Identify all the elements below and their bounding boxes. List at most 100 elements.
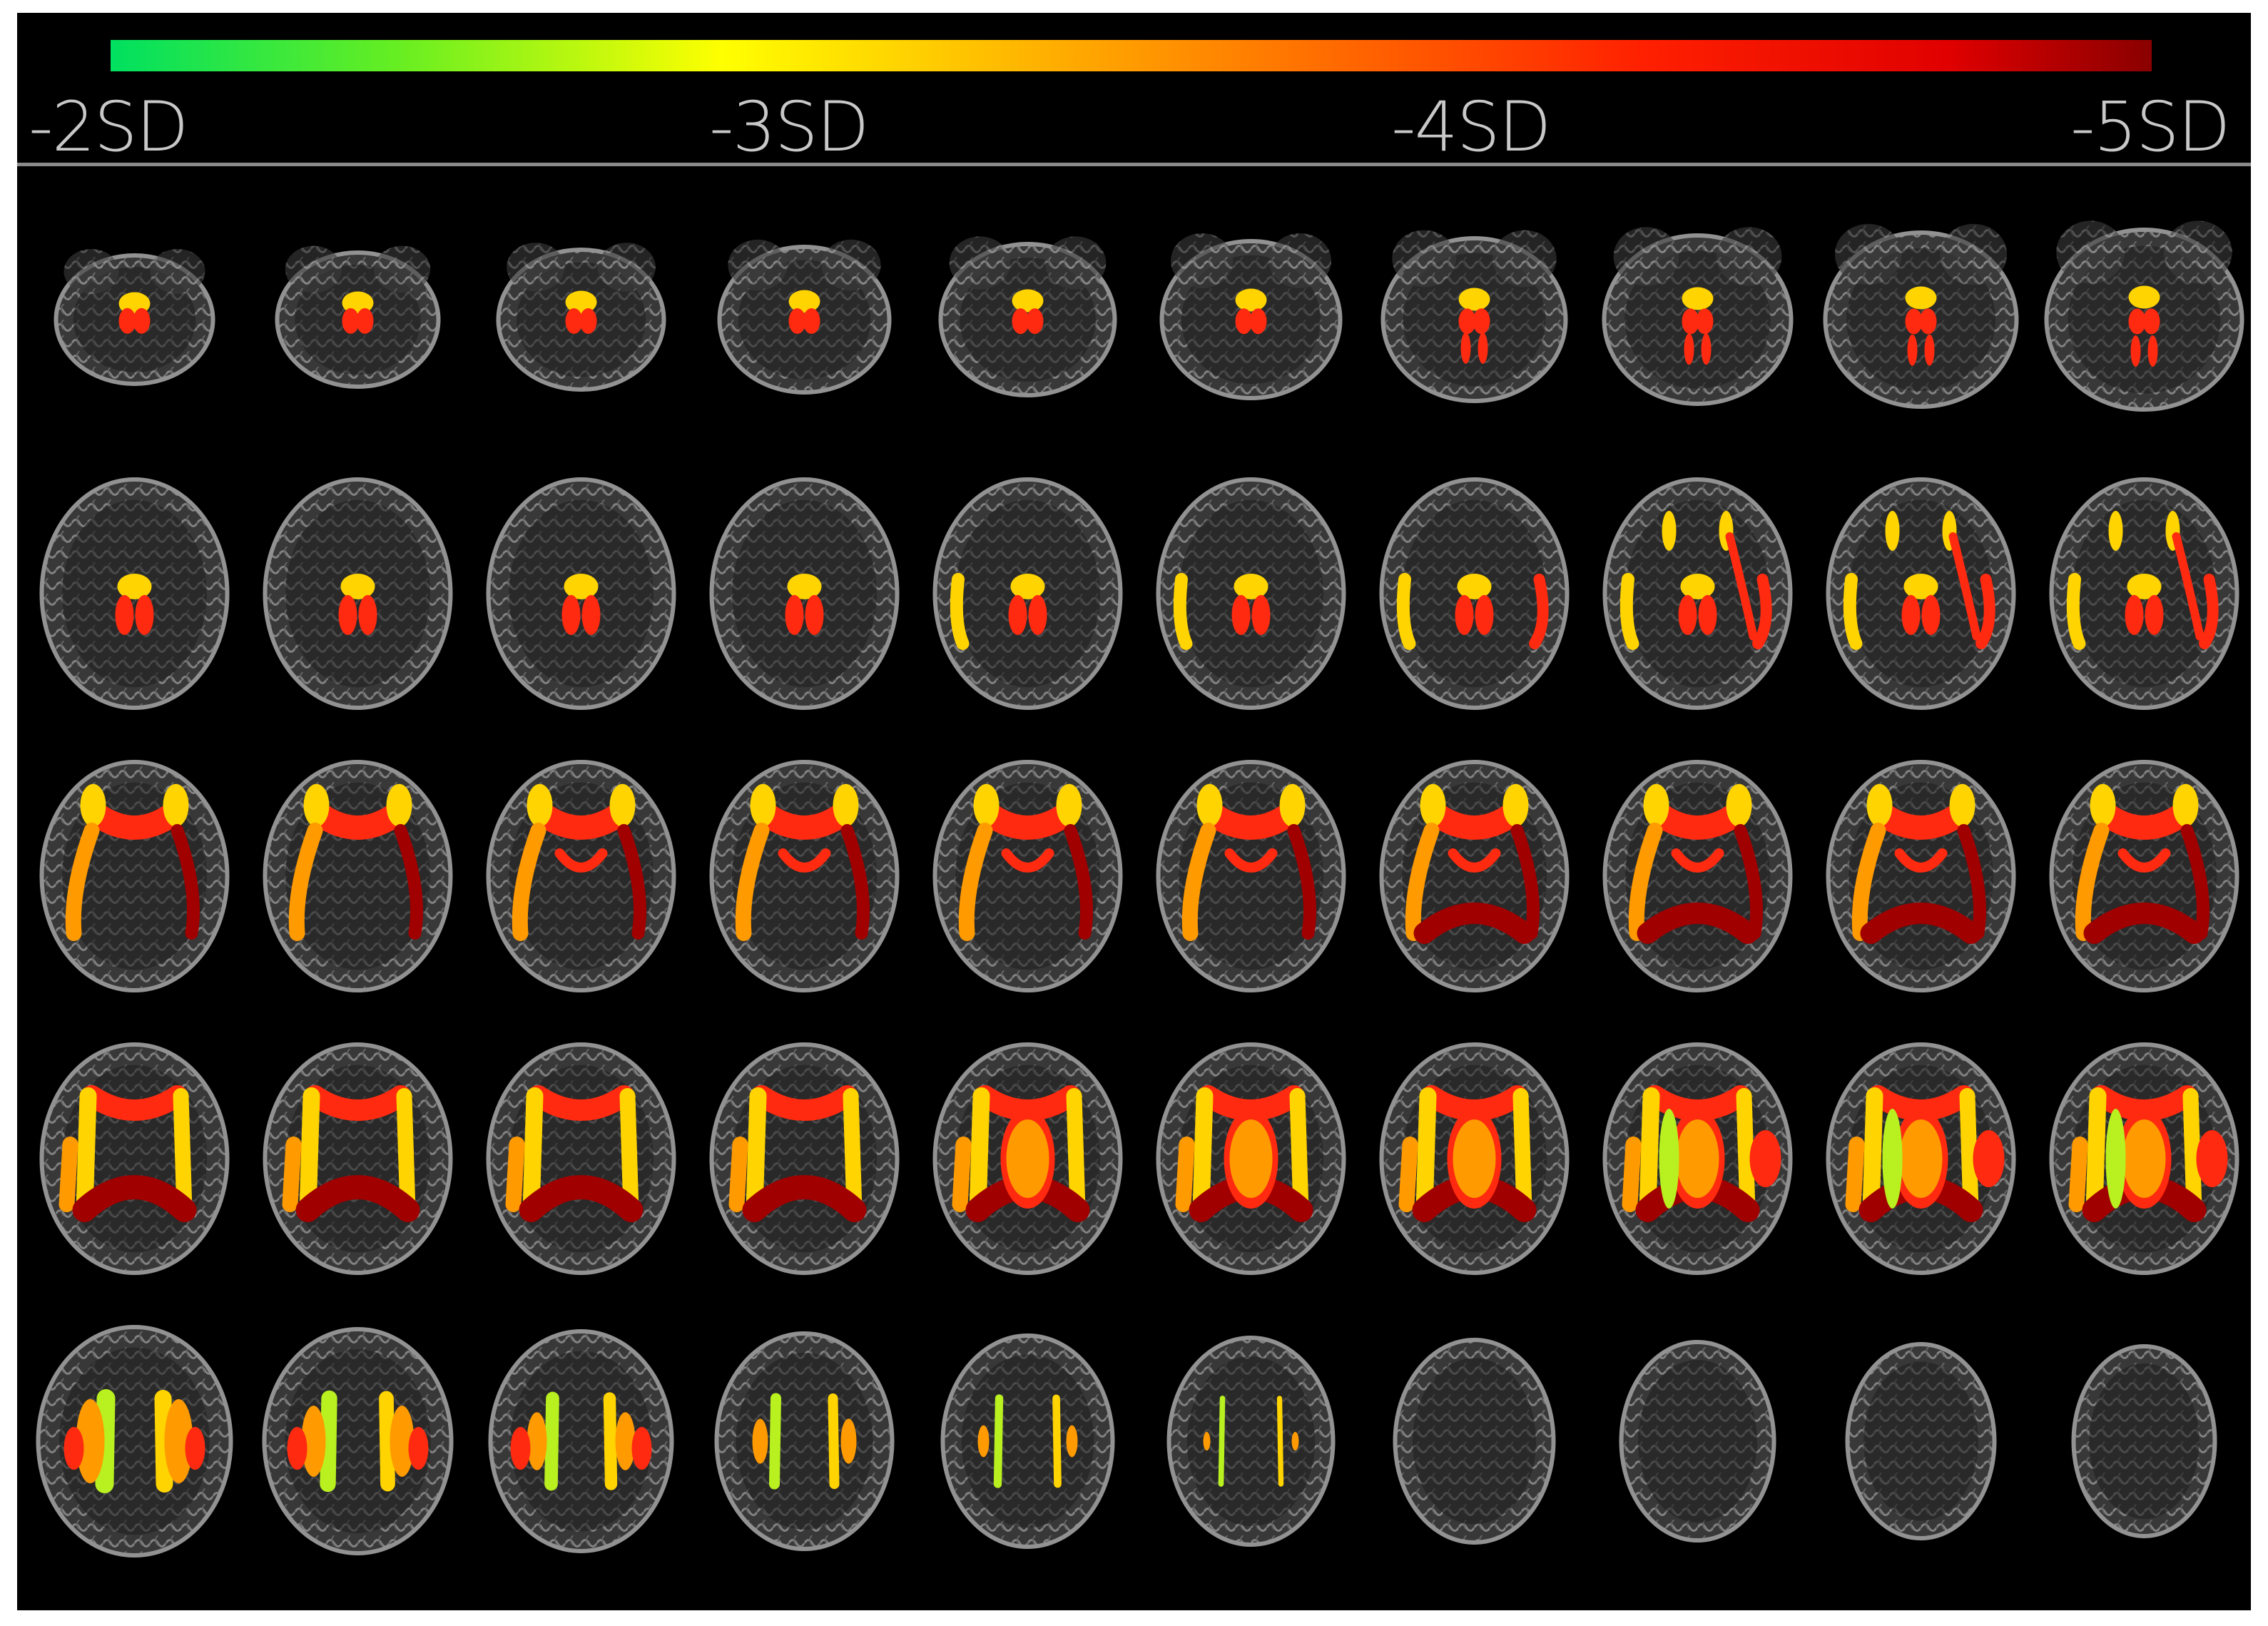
brain-slice <box>2049 477 2239 710</box>
brain-slice <box>2049 760 2239 992</box>
overlay-red <box>1671 848 1724 873</box>
overlay-red <box>1749 1130 1781 1187</box>
overlay-red <box>2128 308 2146 335</box>
brain-slice <box>488 1329 674 1553</box>
overlay-lime-tract <box>993 1394 1004 1488</box>
overlay-red <box>579 308 597 334</box>
overlay-yellow-tract <box>2085 1087 2107 1219</box>
overlay-red <box>1701 333 1712 365</box>
overlay-red <box>63 1427 84 1470</box>
overlay-red-tract <box>2172 532 2205 641</box>
brain-slice <box>36 1325 233 1558</box>
brain-slice <box>1826 1042 2016 1275</box>
overlay-red <box>1460 332 1471 364</box>
brain-slice <box>1602 760 1793 992</box>
overlay-darkred-tract <box>1734 824 1763 940</box>
overlay-lime <box>1882 1109 1903 1209</box>
brain-slice <box>54 249 215 386</box>
overlay-orange <box>164 1399 193 1483</box>
brain-slice <box>932 477 1123 710</box>
brain-inner <box>1638 1360 1757 1523</box>
brain-slice <box>1826 477 2016 710</box>
brain-slice <box>1602 1042 1793 1275</box>
brain-slice <box>1823 223 2019 409</box>
brain-slice <box>2044 220 2244 412</box>
overlay-red <box>1907 334 1918 366</box>
overlay-yellow-tract <box>828 1393 840 1489</box>
brain-slice <box>1156 760 1346 992</box>
overlay-splenium <box>1413 903 1535 944</box>
overlay-red <box>1251 595 1271 635</box>
brain-slice <box>39 477 230 710</box>
overlay-yellow-tract <box>1192 1087 1214 1219</box>
overlay-orange <box>1066 1425 1078 1458</box>
overlay-yellow-tract <box>746 1087 767 1219</box>
overlay-yellow <box>788 290 820 313</box>
colorbar-gradient <box>111 40 2152 71</box>
overlay-red-tract <box>1725 532 1758 641</box>
overlay-red <box>785 595 804 635</box>
overlay-body <box>1229 1119 1273 1198</box>
brain-slice <box>1379 1042 1570 1275</box>
overlay-yellow-tract <box>1052 1394 1062 1488</box>
overlay-red <box>2147 335 2158 367</box>
overlay-orange-tract <box>65 823 100 941</box>
overlay-yellow-tract <box>173 1088 193 1218</box>
brain-slice <box>938 236 1117 397</box>
overlay-orange-tract <box>282 1137 302 1212</box>
overlay-yellow-tract <box>1276 1396 1284 1487</box>
overlay-red <box>631 1427 652 1470</box>
brain-slice <box>1156 1042 1346 1275</box>
overlay-yellow-tract <box>1843 573 1863 650</box>
overlay-red <box>561 595 581 635</box>
brain-slice <box>486 760 676 992</box>
brain-slice <box>1379 477 1570 710</box>
overlay-red <box>510 1427 531 1470</box>
overlay-darkred-tract <box>1287 824 1316 940</box>
overlay-yellow <box>1502 783 1529 827</box>
overlay-yellow <box>1643 783 1669 827</box>
overlay-lime-tract <box>1218 1396 1226 1487</box>
overlay-orange-tract <box>1398 1137 1418 1212</box>
brain-slice <box>1380 230 1568 403</box>
overlay-red <box>778 848 831 873</box>
overlay-yellow <box>80 783 106 827</box>
overlay-red <box>1224 848 1278 873</box>
overlay-red <box>342 308 360 334</box>
overlay-red <box>1455 595 1474 635</box>
overlay-orange <box>527 1412 547 1470</box>
overlay-red <box>1026 308 1044 335</box>
overlay-yellow <box>386 783 412 827</box>
overlay-yellow-tract <box>76 1087 97 1219</box>
overlay-red <box>1921 595 1941 635</box>
overlay-yellow <box>1866 783 1893 827</box>
overlay-yellow <box>1885 511 1900 551</box>
overlay-red <box>2117 848 2171 873</box>
overlay-yellow-tract <box>619 1088 639 1218</box>
overlay-red <box>1698 595 1717 635</box>
overlay-yellow <box>1682 287 1714 310</box>
overlay-red <box>408 1427 429 1470</box>
overlay-red <box>1448 848 1501 873</box>
overlay-orange-tract <box>1628 823 1663 941</box>
brain-slice <box>2071 1344 2217 1538</box>
overlay-yellow <box>1279 783 1306 827</box>
overlay-yellow-tract <box>1619 573 1639 650</box>
overlay-yellow-tract <box>1862 1087 1883 1219</box>
overlay-orange-tract <box>1175 1137 1195 1212</box>
brain-slice <box>263 1042 453 1275</box>
brain-slice <box>932 1042 1123 1275</box>
overlay-orange <box>977 1425 990 1458</box>
overlay-yellow <box>609 783 636 827</box>
overlay-red <box>788 308 806 335</box>
overlay-orange-tract <box>1845 1137 1865 1212</box>
overlay-lime <box>1659 1109 1679 1209</box>
brain-slice <box>2049 1042 2239 1275</box>
overlay-yellow <box>1235 288 1267 312</box>
overlay-genu <box>304 1085 412 1121</box>
brain-slice <box>717 239 892 395</box>
overlay-splenium <box>742 1175 867 1222</box>
brain-slice <box>39 1042 230 1275</box>
overlay-red <box>805 595 824 635</box>
overlay-genu <box>1199 801 1303 840</box>
